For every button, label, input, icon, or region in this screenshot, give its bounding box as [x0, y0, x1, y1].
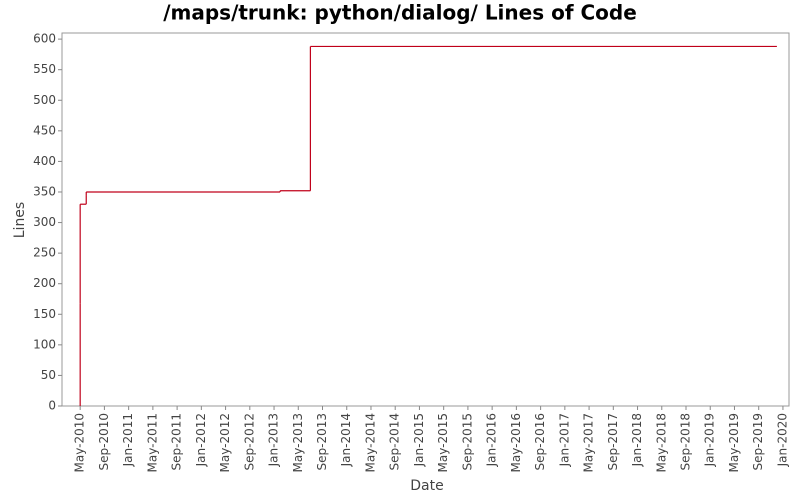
- x-tick-label: Jan-2015: [412, 413, 426, 467]
- x-tick-label: Sep-2016: [533, 413, 547, 471]
- x-axis-label: Date: [410, 478, 443, 494]
- y-tick-label: 0: [48, 399, 56, 413]
- x-tick-label: Jan-2016: [485, 413, 499, 467]
- x-tick-label: May-2012: [218, 413, 232, 472]
- x-tick-label: Jan-2020: [775, 413, 789, 467]
- x-tick-label: Sep-2018: [679, 413, 693, 471]
- x-tick-label: May-2019: [727, 413, 741, 472]
- y-tick-label: 550: [33, 62, 56, 76]
- y-tick-label: 50: [41, 368, 56, 382]
- y-tick-label: 600: [33, 32, 56, 46]
- x-tick-label: May-2011: [145, 413, 159, 472]
- y-tick-label: 150: [33, 307, 56, 321]
- x-tick-label: Sep-2011: [170, 413, 184, 471]
- x-tick-label: Sep-2010: [97, 413, 111, 471]
- y-tick-label: 300: [33, 215, 56, 229]
- x-tick-label: Jan-2014: [339, 413, 353, 467]
- x-tick-label: May-2015: [436, 413, 450, 472]
- x-tick-label: Jan-2012: [194, 413, 208, 467]
- x-tick-label: May-2017: [582, 413, 596, 472]
- y-tick-label: 200: [33, 276, 56, 290]
- x-tick-label: Jan-2013: [267, 413, 281, 467]
- y-tick-label: 500: [33, 93, 56, 107]
- y-tick-label: 350: [33, 184, 56, 198]
- x-tick-label: Sep-2017: [606, 413, 620, 471]
- y-tick-label: 450: [33, 123, 56, 137]
- y-tick-label: 100: [33, 337, 56, 351]
- x-tick-label: Sep-2019: [751, 413, 765, 471]
- plot-area: [61, 32, 790, 407]
- x-tick-label: Sep-2013: [315, 413, 329, 471]
- x-tick-label: May-2016: [509, 413, 523, 472]
- x-tick-label: May-2018: [654, 413, 668, 472]
- x-tick-label: May-2010: [73, 413, 87, 472]
- y-tick-label: 400: [33, 154, 56, 168]
- x-tick-label: May-2014: [363, 413, 377, 472]
- x-tick-label: Jan-2017: [557, 413, 571, 467]
- x-tick-label: Sep-2014: [388, 413, 402, 471]
- x-tick-label: Jan-2019: [703, 413, 717, 467]
- x-tick-label: May-2013: [291, 413, 305, 472]
- y-tick-label: 250: [33, 246, 56, 260]
- y-axis-label: Lines: [12, 202, 28, 238]
- x-tick-label: Jan-2011: [121, 413, 135, 467]
- x-tick-label: Jan-2018: [630, 413, 644, 467]
- x-tick-label: Sep-2015: [460, 413, 474, 471]
- x-tick-label: Sep-2012: [242, 413, 256, 471]
- chart-title: /maps/trunk: python/dialog/ Lines of Cod…: [163, 1, 637, 25]
